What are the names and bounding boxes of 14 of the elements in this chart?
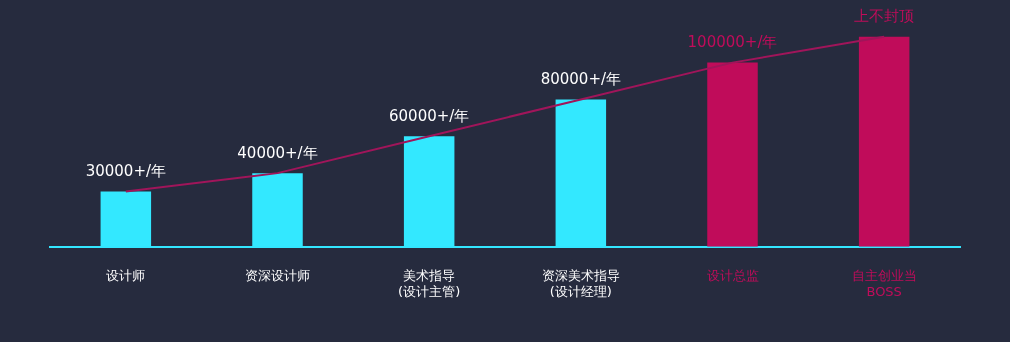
data-label: 80000+/年 bbox=[540, 69, 622, 88]
data-label: 30000+/年 bbox=[85, 161, 167, 180]
data-label: 上不封顶 bbox=[854, 7, 915, 26]
data-label: 40000+/年 bbox=[237, 143, 318, 162]
data-label: 100000+/年 bbox=[687, 33, 778, 52]
data-label: 60000+/年 bbox=[388, 106, 470, 125]
bar bbox=[707, 62, 758, 247]
x-tick-label: 自主创业当 BOSS bbox=[851, 267, 917, 299]
x-tick-label: 设计师 bbox=[106, 267, 146, 283]
x-tick-label: 设计总监 bbox=[706, 267, 759, 283]
x-tick-label: 美术指导 (设计主管) bbox=[398, 267, 461, 299]
bar bbox=[858, 36, 910, 247]
x-tick-label: 资深设计师 bbox=[245, 267, 310, 283]
x-tick-label: 资深美术指导 (设计经理) bbox=[541, 267, 620, 299]
